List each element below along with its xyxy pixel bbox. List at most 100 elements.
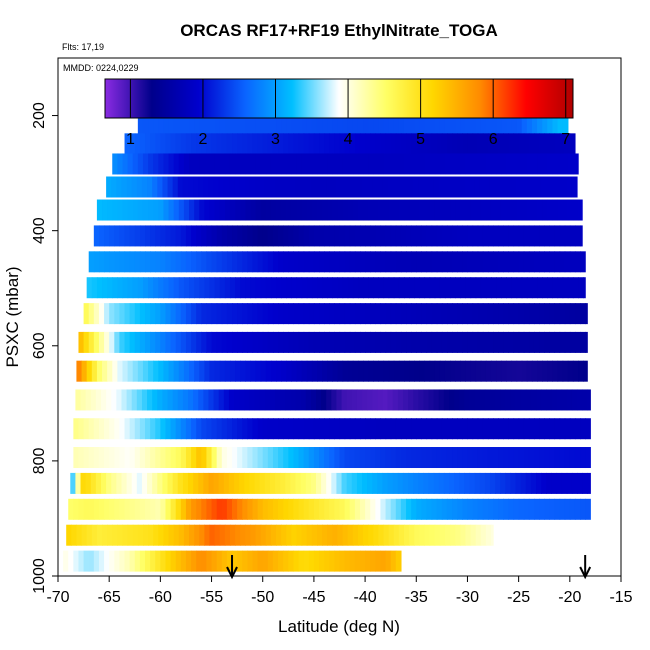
heatmap-cell [191,331,197,353]
heatmap-cell [127,277,134,299]
heatmap-row [112,153,579,175]
heatmap-cell [264,176,271,198]
x-tick-label: -50 [251,589,274,606]
heatmap-cell [160,133,167,155]
x-tick-label: -20 [558,589,581,606]
heatmap-cell [452,133,458,155]
heatmap-cell [158,113,165,135]
heatmap-cell [175,133,182,155]
heatmap-cell [413,389,419,411]
heatmap-cell [327,277,333,299]
heatmap-cell [168,360,175,382]
heatmap-cell [305,389,312,411]
heatmap-cell [281,360,287,382]
heatmap-cell [455,199,461,221]
heatmap-cell [329,550,335,572]
heatmap-cell [260,113,267,135]
heatmap-cell [414,524,420,546]
heatmap-cell [224,360,231,382]
heatmap-cell [352,360,359,382]
heatmap-cell [283,331,289,353]
heatmap-cell [395,133,402,155]
heatmap-cell [229,153,236,175]
heatmap-cell [467,447,474,469]
heatmap-cell [249,176,256,198]
heatmap-cell [319,303,325,325]
heatmap-cell [339,447,346,469]
heatmap-cell [229,277,236,299]
heatmap-cell [235,153,241,175]
heatmap-row [63,550,402,572]
heatmap-cell [127,153,134,175]
heatmap-cell [551,176,558,198]
heatmap-cell [250,524,257,546]
heatmap-cell [446,225,453,247]
heatmap-cell [88,447,95,469]
heatmap-cell [487,447,494,469]
heatmap-cell [516,153,523,175]
heatmap-cell [506,153,513,175]
heatmap-cell [329,447,335,469]
heatmap-cell [245,524,252,546]
heatmap-cell [209,153,216,175]
heatmap-cell [270,360,277,382]
heatmap-cell [116,472,123,494]
heatmap-cell [419,199,426,221]
heatmap-cell [411,418,417,440]
heatmap-cell [390,418,397,440]
heatmap-row [76,360,588,382]
heatmap-cell [539,303,545,325]
heatmap-cell [475,360,482,382]
heatmap-cell [178,360,185,382]
heatmap-cell [378,277,385,299]
heatmap-cell [254,472,261,494]
heatmap-cell [544,447,550,469]
heatmap-cell [457,447,463,469]
heatmap-cell [150,133,156,155]
heatmap-cell [567,153,574,175]
heatmap-cell [308,225,315,247]
heatmap-cell [228,472,235,494]
heatmap-cell [395,550,402,572]
heatmap-cell [265,360,272,382]
heatmap-cell [562,277,569,299]
heatmap-cell [521,199,528,221]
heatmap-cell [119,303,126,325]
heatmap-cell [482,447,489,469]
heatmap-cell [211,331,218,353]
heatmap-cell [235,277,241,299]
heatmap-cell [252,331,259,353]
heatmap-cell [109,447,115,469]
heatmap-cell [203,389,210,411]
heatmap-cell [142,277,149,299]
heatmap-cell [158,153,165,175]
heatmap-cell [158,277,165,299]
heatmap-cell [344,418,351,440]
heatmap-cell [569,418,576,440]
heatmap-cell [576,472,583,494]
heatmap-cell [544,133,550,155]
heatmap-cell [107,199,113,221]
heatmap-cell [286,277,292,299]
heatmap-cell [116,176,123,198]
heatmap-cell [539,251,545,273]
heatmap-cell [549,331,556,353]
heatmap-cell [280,472,286,494]
heatmap-cell [301,113,308,135]
heatmap-cell [321,472,327,494]
heatmap-cell [90,472,97,494]
heatmap-cell [83,331,90,353]
heatmap-cell [247,225,254,247]
heatmap-cell [114,418,121,440]
heatmap-cell [349,133,356,155]
heatmap-cell [356,472,363,494]
heatmap-cell [165,418,172,440]
heatmap-cell [436,331,443,353]
heatmap-cell [240,113,246,135]
heatmap-cell [182,176,189,198]
heatmap-cell [313,498,320,520]
heatmap-cell [221,447,228,469]
heatmap-cell [155,225,161,247]
heatmap-cell [554,225,561,247]
heatmap-cell [393,113,400,135]
